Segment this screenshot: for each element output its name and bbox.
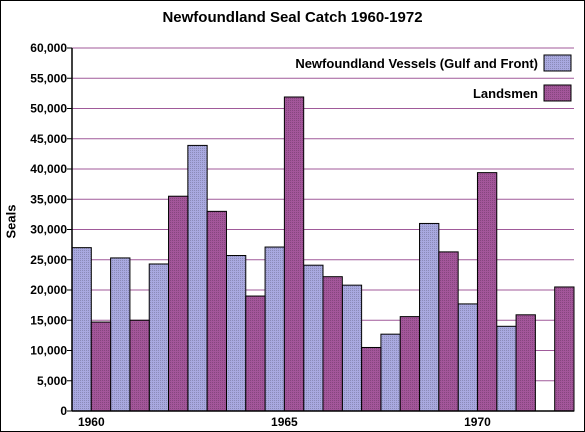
bar-texture [304, 265, 323, 411]
bar-texture [149, 264, 169, 411]
bar-texture [497, 326, 516, 411]
bar-texture [420, 223, 439, 411]
bar-texture [130, 320, 149, 411]
bar-texture [439, 252, 458, 411]
x-tick-label: 1965 [271, 415, 298, 429]
y-tick-label: 10,000 [30, 344, 67, 358]
bar-texture [91, 322, 111, 411]
legend-swatch-texture [544, 55, 571, 71]
y-tick-label: 0 [60, 404, 67, 418]
y-tick-label: 40,000 [30, 162, 67, 176]
legend-swatch-texture [544, 85, 571, 101]
y-tick-label: 5,000 [37, 374, 67, 388]
bar-texture [265, 247, 284, 411]
bar-texture [400, 317, 420, 411]
y-tick-label: 45,000 [30, 132, 67, 146]
bar-texture [362, 347, 381, 411]
bar-texture [555, 287, 574, 411]
legend-label: Newfoundland Vessels (Gulf and Front) [295, 56, 538, 71]
legend-label: Landsmen [473, 86, 538, 101]
y-tick-label: 20,000 [30, 283, 67, 297]
bar-texture [246, 296, 265, 411]
bar-texture [477, 173, 497, 411]
y-tick-label: 55,000 [30, 71, 67, 85]
y-tick-label: 50,000 [30, 102, 67, 116]
x-tick-label: 1960 [78, 415, 105, 429]
bar-texture [207, 211, 226, 411]
bar-texture [323, 277, 342, 411]
bar-texture [169, 196, 188, 411]
bar-texture [226, 256, 246, 411]
y-tick-label: 15,000 [30, 313, 67, 327]
y-tick-label: 30,000 [30, 223, 67, 237]
bar-texture [72, 248, 91, 411]
bar-texture [381, 334, 400, 411]
y-tick-label: 25,000 [30, 253, 67, 267]
bar-texture [516, 315, 535, 411]
bar-texture [342, 285, 362, 411]
bar-texture [188, 145, 207, 411]
y-tick-label: 60,000 [30, 41, 67, 55]
y-tick-label: 35,000 [30, 192, 67, 206]
bar-texture [458, 304, 477, 411]
chart-title: Newfoundland Seal Catch 1960-1972 [162, 9, 423, 26]
bar-texture [284, 97, 304, 411]
x-tick-label: 1970 [464, 415, 491, 429]
bar-texture [111, 258, 130, 411]
